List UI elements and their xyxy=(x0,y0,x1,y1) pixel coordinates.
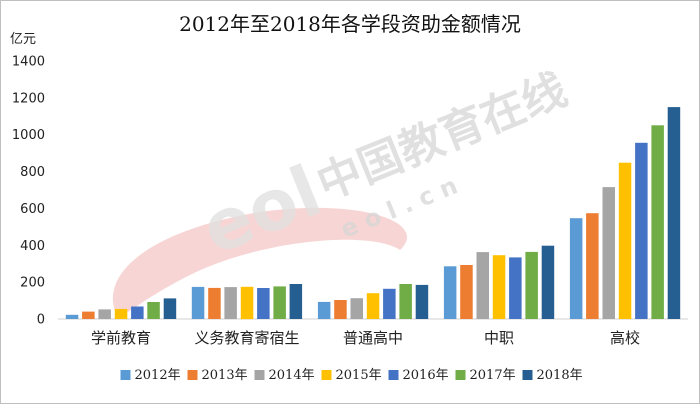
category-label: 普通高中 xyxy=(343,329,403,347)
bar xyxy=(147,302,160,319)
bar xyxy=(476,252,489,319)
bar xyxy=(273,286,286,319)
bar xyxy=(224,287,237,319)
bar xyxy=(65,314,79,319)
bar xyxy=(569,218,583,319)
legend-swatch xyxy=(455,370,466,380)
y-axis-unit: 亿元 xyxy=(10,32,36,47)
legend-swatch xyxy=(254,370,265,380)
legend-swatch xyxy=(522,370,533,380)
bar xyxy=(289,284,303,319)
legend-label: 2016年 xyxy=(403,368,449,383)
y-tick-label: 1200 xyxy=(12,91,45,106)
bar xyxy=(82,311,95,319)
legend-label: 2012年 xyxy=(135,368,181,383)
bar xyxy=(350,298,363,319)
bar xyxy=(98,309,111,319)
watermark-swoosh xyxy=(112,207,408,318)
legend-label: 2017年 xyxy=(470,368,516,383)
bar xyxy=(586,213,599,319)
bar xyxy=(602,187,615,319)
legend-swatch xyxy=(120,370,131,380)
bar xyxy=(492,255,506,319)
bar xyxy=(509,257,522,319)
bar xyxy=(651,125,664,319)
bar xyxy=(131,306,144,319)
category-labels: 学前教育 义务教育寄宿生 普通高中 中职 高校 xyxy=(91,329,640,347)
bar xyxy=(525,251,538,319)
bar xyxy=(163,298,177,319)
bars xyxy=(65,107,681,320)
y-tick-label: 1400 xyxy=(12,55,45,70)
y-tick-label: 800 xyxy=(20,165,45,180)
bar xyxy=(618,162,632,319)
category-label: 高校 xyxy=(610,329,640,347)
bar xyxy=(334,300,347,319)
y-tick-label: 400 xyxy=(20,239,45,254)
bar xyxy=(114,308,128,319)
bar xyxy=(635,142,648,319)
legend-swatch xyxy=(321,370,332,380)
bar xyxy=(399,284,412,319)
chart-title: 2012年至2018年各学段资助金额情况 xyxy=(179,12,521,36)
bar xyxy=(257,288,270,319)
legend: 2012年 2013年 2014年 2015年 2016年 2017年 2018年 xyxy=(120,368,583,383)
bar xyxy=(366,293,380,319)
y-tick-label: 1000 xyxy=(12,128,45,143)
bar xyxy=(541,245,555,319)
legend-swatch xyxy=(388,370,399,380)
bar xyxy=(667,107,681,319)
y-axis-ticks: 0 200 400 600 800 1000 1200 1400 xyxy=(12,55,45,328)
bar xyxy=(460,265,473,319)
bar xyxy=(415,284,429,319)
bar xyxy=(191,286,205,319)
bar xyxy=(240,286,254,320)
y-tick-label: 0 xyxy=(37,313,45,328)
category-label: 学前教育 xyxy=(91,329,151,347)
y-tick-label: 600 xyxy=(20,202,45,217)
category-label: 中职 xyxy=(484,329,514,347)
bar xyxy=(383,288,396,319)
y-tick-label: 200 xyxy=(20,276,45,291)
legend-swatch xyxy=(187,370,198,380)
bar xyxy=(208,287,221,319)
legend-label: 2015年 xyxy=(336,368,382,383)
bar xyxy=(317,301,331,319)
category-label: 义务教育寄宿生 xyxy=(194,329,299,347)
bar xyxy=(443,266,457,319)
legend-label: 2014年 xyxy=(269,368,315,383)
legend-label: 2013年 xyxy=(202,368,248,383)
legend-label: 2018年 xyxy=(537,368,583,383)
